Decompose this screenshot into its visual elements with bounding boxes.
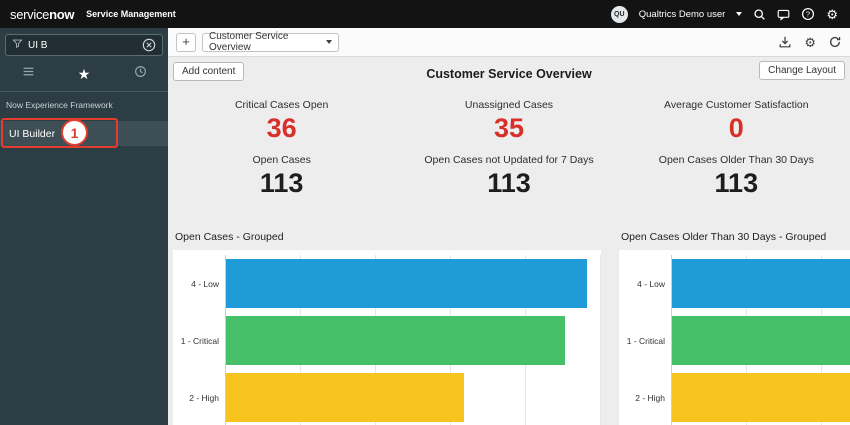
chart-track xyxy=(225,312,601,369)
chart-title: Open Cases - Grouped xyxy=(175,231,601,243)
chart-bar-4-low[interactable] xyxy=(672,259,850,308)
clock-icon xyxy=(134,65,147,83)
kpi-critical-cases-open[interactable]: Critical Cases Open 36 xyxy=(168,99,395,142)
menu-list-icon xyxy=(22,65,35,83)
kpi-value: 35 xyxy=(395,114,622,142)
clear-search-icon[interactable] xyxy=(142,38,156,52)
kpi-value: 113 xyxy=(623,169,850,197)
dashboard-toolbar-right: ⚙ xyxy=(778,35,842,49)
nav-section-label: Now Experience Framework xyxy=(0,92,168,110)
search-icon[interactable] xyxy=(753,8,766,21)
dashboard-selector[interactable]: Customer Service Overview xyxy=(202,33,339,52)
chart-track xyxy=(671,312,850,369)
svg-text:?: ? xyxy=(806,10,810,19)
kpi-label: Critical Cases Open xyxy=(168,99,395,111)
dashboard-settings-gear-icon[interactable]: ⚙ xyxy=(804,36,816,49)
chart-row: 2 - High xyxy=(619,369,850,425)
chart-panel: 4 - Low1 - Critical2 - High xyxy=(173,250,601,425)
user-avatar[interactable]: QU xyxy=(611,6,628,23)
chart-track xyxy=(671,255,850,312)
sidebar-item-ui-builder[interactable]: UI Builder ↗ 1 xyxy=(0,121,168,146)
dashboard-selector-value: Customer Service Overview xyxy=(209,31,326,53)
help-icon[interactable]: ? xyxy=(801,7,815,21)
logo-service-text: service xyxy=(10,7,49,22)
dashboard-toolbar: + Customer Service Overview ⚙ xyxy=(168,28,850,57)
main-area: + Customer Service Overview ⚙ Add conten… xyxy=(168,28,850,425)
chart-bar-2-high[interactable] xyxy=(226,373,464,422)
dashboard-content: Add content Customer Service Overview Ch… xyxy=(168,57,850,425)
ui-builder-label: UI Builder xyxy=(9,128,55,140)
kpi-open-cases-not-updated-7-days[interactable]: Open Cases not Updated for 7 Days 113 xyxy=(395,154,622,197)
new-tab-button[interactable]: + xyxy=(176,33,196,52)
kpi-unassigned-cases[interactable]: Unassigned Cases 35 xyxy=(395,99,622,142)
refresh-icon[interactable] xyxy=(828,35,842,49)
top-header: servicenow Service Management QU Qualtri… xyxy=(0,0,850,28)
chart-category-label: 2 - High xyxy=(173,369,225,425)
gear-icon[interactable]: ⚙ xyxy=(826,8,838,21)
kpi-label: Average Customer Satisfaction xyxy=(623,99,850,111)
kpi-average-customer-satisfaction[interactable]: Average Customer Satisfaction 0 xyxy=(623,99,850,142)
chart-bar-2-high[interactable] xyxy=(672,373,850,422)
chart-open-cases-grouped: Open Cases - Grouped 4 - Low1 - Critical… xyxy=(173,231,601,425)
tab-favorites[interactable]: ★ xyxy=(56,56,112,91)
filter-icon xyxy=(12,36,23,54)
save-dashboard-icon[interactable] xyxy=(778,35,792,49)
chart-track xyxy=(225,255,601,312)
chat-icon[interactable] xyxy=(777,8,790,21)
navigator-search-input[interactable] xyxy=(28,40,137,51)
chart-category-label: 2 - High xyxy=(619,369,671,425)
user-menu[interactable]: Qualtrics Demo user xyxy=(639,9,726,20)
chart-open-cases-older-30-days-grouped: Open Cases Older Than 30 Days - Grouped … xyxy=(619,231,850,425)
kpi-value: 113 xyxy=(395,169,622,197)
app-navigator-sidebar: ★ Now Experience Framework UI Builder ↗ … xyxy=(0,28,168,425)
chevron-down-icon xyxy=(326,40,332,44)
chart-bar-1-critical[interactable] xyxy=(672,316,850,365)
chart-row: 4 - Low xyxy=(619,255,850,312)
navigator-tabs: ★ xyxy=(0,56,168,92)
product-name: Service Management xyxy=(86,9,176,19)
kpi-value: 113 xyxy=(168,169,395,197)
chart-track xyxy=(671,369,850,425)
chart-track xyxy=(225,369,601,425)
kpi-label: Unassigned Cases xyxy=(395,99,622,111)
change-layout-button[interactable]: Change Layout xyxy=(759,61,845,80)
annotation-badge-1: 1 xyxy=(61,119,88,146)
kpi-value: 36 xyxy=(168,114,395,142)
page-title: Customer Service Overview xyxy=(168,67,850,81)
servicenow-logo[interactable]: servicenow xyxy=(10,7,74,22)
kpi-label: Open Cases not Updated for 7 Days xyxy=(395,154,622,166)
kpi-label: Open Cases xyxy=(168,154,395,166)
chart-bar-4-low[interactable] xyxy=(226,259,587,308)
kpi-label: Open Cases Older Than 30 Days xyxy=(623,154,850,166)
chart-panel: 4 - Low1 - Critical2 - High xyxy=(619,250,850,425)
tab-history[interactable] xyxy=(112,56,168,91)
chart-category-label: 1 - Critical xyxy=(619,312,671,369)
chart-row: 1 - Critical xyxy=(619,312,850,369)
kpi-grid: Critical Cases Open 36 Unassigned Cases … xyxy=(168,99,850,198)
chart-row: 4 - Low xyxy=(173,255,601,312)
chart-category-label: 4 - Low xyxy=(619,255,671,312)
chart-title: Open Cases Older Than 30 Days - Grouped xyxy=(621,231,850,243)
chart-category-label: 1 - Critical xyxy=(173,312,225,369)
kpi-value: 0 xyxy=(623,114,850,142)
kpi-open-cases-older-30-days[interactable]: Open Cases Older Than 30 Days 113 xyxy=(623,154,850,197)
chevron-down-icon[interactable] xyxy=(736,12,742,16)
charts-row: Open Cases - Grouped 4 - Low1 - Critical… xyxy=(173,231,850,425)
kpi-open-cases[interactable]: Open Cases 113 xyxy=(168,154,395,197)
tab-all-applications[interactable] xyxy=(0,56,56,91)
chart-row: 1 - Critical xyxy=(173,312,601,369)
logo-now-text: now xyxy=(49,7,74,22)
navigator-search-box xyxy=(5,34,163,56)
servicenow-app: servicenow Service Management QU Qualtri… xyxy=(0,0,850,425)
chart-category-label: 4 - Low xyxy=(173,255,225,312)
header-right-cluster: QU Qualtrics Demo user ? ⚙ xyxy=(611,6,838,23)
star-icon: ★ xyxy=(78,67,91,81)
chart-bar-1-critical[interactable] xyxy=(226,316,565,365)
chart-row: 2 - High xyxy=(173,369,601,425)
